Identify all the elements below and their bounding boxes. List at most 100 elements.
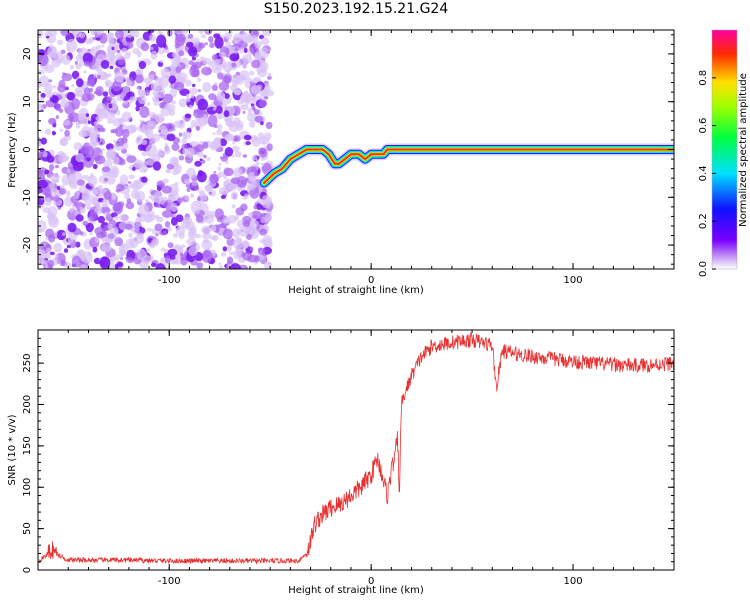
noise-blob	[99, 72, 109, 80]
noise-blob	[68, 181, 79, 189]
noise-blob	[104, 177, 108, 182]
noise-blob	[204, 42, 208, 46]
noise-blob	[126, 155, 137, 163]
noise-blob	[238, 47, 244, 54]
noise-blob	[172, 233, 179, 238]
noise-blob	[242, 31, 247, 36]
noise-blob	[38, 53, 49, 67]
y-tick-label: 100	[22, 478, 33, 497]
noise-blob	[198, 30, 204, 35]
noise-blob	[166, 133, 176, 142]
noise-blob	[141, 124, 149, 133]
noise-blob	[185, 147, 195, 159]
noise-blob	[141, 150, 148, 157]
noise-blob	[250, 134, 258, 142]
noise-blob	[97, 215, 105, 224]
noise-blob	[169, 156, 179, 166]
noise-blob	[126, 257, 135, 264]
noise-blob	[178, 132, 183, 137]
noise-blob	[59, 128, 63, 132]
noise-blob	[241, 62, 248, 69]
noise-blob	[224, 32, 232, 40]
noise-blob	[162, 43, 167, 48]
noise-blob	[86, 157, 91, 162]
noise-blob	[67, 222, 77, 233]
noise-blob	[158, 125, 168, 135]
noise-blob	[211, 54, 218, 61]
noise-blob	[155, 86, 166, 99]
noise-blob	[224, 93, 230, 99]
noise-blob	[212, 137, 222, 149]
noise-blob	[241, 54, 253, 64]
x-tick-label: 100	[564, 275, 583, 286]
noise-blob	[55, 254, 59, 258]
noise-blob	[231, 62, 237, 68]
noise-blob	[184, 113, 192, 119]
noise-blob	[45, 35, 50, 39]
noise-blob	[125, 201, 135, 210]
noise-blob	[202, 81, 212, 93]
noise-blob	[104, 211, 108, 217]
y-tick-label: 0	[22, 146, 33, 152]
noise-blob	[197, 170, 204, 177]
noise-blob	[225, 160, 229, 165]
noise-blob	[157, 30, 162, 35]
noise-blob	[63, 119, 71, 126]
noise-blob	[160, 59, 164, 64]
noise-blob	[199, 192, 208, 201]
noise-blob	[193, 64, 198, 68]
noise-blob	[116, 49, 121, 54]
noise-blob	[162, 230, 167, 235]
noise-blob	[168, 183, 179, 196]
noise-blob	[247, 183, 256, 191]
noise-blob	[61, 73, 73, 82]
noise-blob	[52, 130, 56, 136]
noise-blob	[169, 84, 176, 90]
noise-blob	[101, 243, 112, 252]
noise-blob	[199, 56, 206, 62]
noise-blob	[224, 147, 234, 157]
noise-blob	[57, 206, 62, 210]
noise-blob	[112, 156, 120, 166]
noise-blob	[82, 220, 89, 226]
noise-blob	[79, 205, 86, 214]
noise-blob	[175, 33, 187, 43]
y-tick-label: 20	[22, 48, 33, 61]
noise-blob	[86, 80, 92, 87]
noise-blob	[114, 126, 124, 137]
noise-blob	[82, 174, 90, 181]
noise-blob	[104, 74, 109, 78]
noise-blob	[260, 37, 270, 45]
noise-blob	[111, 194, 117, 201]
noise-blob	[211, 84, 218, 92]
noise-blob	[233, 89, 242, 96]
noise-blob	[214, 36, 224, 49]
noise-blob	[102, 91, 109, 97]
noise-blob	[164, 146, 171, 155]
noise-blob	[61, 54, 71, 65]
noise-blob	[251, 59, 261, 69]
noise-blob	[93, 121, 99, 126]
noise-blob	[253, 156, 258, 161]
noise-blob	[124, 76, 130, 82]
noise-blob	[99, 256, 111, 269]
noise-blob	[261, 195, 272, 209]
noise-blob	[95, 45, 102, 50]
noise-blob	[101, 44, 105, 48]
noise-blob	[197, 151, 204, 158]
noise-blob	[242, 251, 253, 261]
noise-blob	[136, 97, 142, 101]
noise-blob	[244, 94, 254, 105]
noise-blob	[186, 188, 191, 193]
noise-blob	[201, 249, 213, 263]
noise-blob	[103, 159, 113, 169]
noise-blob	[212, 107, 217, 111]
noise-blob	[248, 211, 254, 218]
noise-blob	[116, 94, 124, 102]
noise-blob	[66, 92, 75, 101]
noise-blob	[38, 151, 43, 159]
noise-blob	[236, 176, 248, 188]
noise-blob	[147, 227, 152, 232]
noise-blob	[164, 221, 171, 228]
noise-blob	[225, 245, 233, 252]
